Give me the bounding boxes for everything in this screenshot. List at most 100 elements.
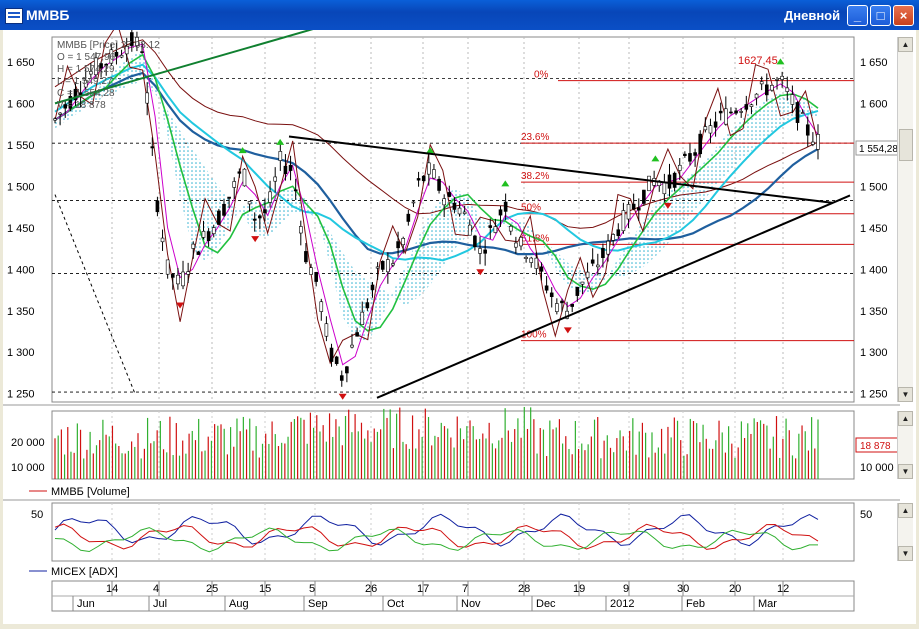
candle-body	[94, 57, 98, 76]
minimize-button[interactable]: _	[847, 5, 868, 26]
candle-body	[790, 94, 795, 105]
candle-body	[570, 303, 575, 307]
day-label: 15	[259, 583, 271, 595]
month-label: Feb	[686, 598, 705, 610]
candle-body	[365, 302, 370, 309]
candle-body	[263, 209, 267, 214]
legend-high: H = 1 574,29	[57, 64, 115, 75]
candle-body	[718, 110, 723, 114]
down-arrow-icon	[338, 393, 347, 400]
candle-body	[739, 111, 743, 113]
trend-lines	[54, 19, 851, 399]
scroll-down-icon[interactable]: ▼	[898, 387, 913, 402]
fib-label: 23.6%	[521, 132, 549, 143]
month-label: 2012	[610, 598, 634, 610]
candle-body	[339, 375, 344, 381]
price-tick-right: 1 400	[860, 264, 888, 276]
candle-body	[242, 168, 247, 187]
candle-body	[298, 226, 303, 234]
candle-body	[160, 237, 165, 243]
candle-body	[58, 112, 62, 115]
fib-label: 38.2%	[521, 171, 549, 182]
candle-body	[560, 300, 564, 304]
price-tick: 1 500	[7, 181, 35, 193]
candle-body	[539, 266, 544, 272]
candle-body	[380, 261, 385, 270]
candle-body	[99, 63, 103, 69]
candle-body	[596, 264, 600, 268]
candlesticks	[53, 27, 820, 387]
candle-body	[590, 259, 595, 264]
day-label: 17	[417, 583, 429, 595]
candle-body	[785, 87, 790, 92]
candle-body	[334, 356, 339, 364]
fib-label: 0%	[534, 70, 549, 81]
volume-scrollbar[interactable]: ▲ ▼	[897, 411, 913, 479]
current-price-label: 1 554,28	[859, 144, 898, 155]
candle-body	[498, 209, 503, 216]
maximize-button[interactable]: □	[870, 5, 891, 26]
candle-body	[662, 182, 667, 195]
price-scrollbar[interactable]: ▲ ▼	[897, 37, 913, 402]
adx-scrollbar[interactable]: ▲ ▼	[897, 503, 913, 561]
candle-body	[519, 237, 523, 247]
ma-green-line	[54, 53, 819, 332]
price-tick-right: 1 500	[860, 181, 888, 193]
month-label: Dec	[536, 598, 556, 610]
candle-body	[795, 102, 800, 123]
close-button[interactable]: ×	[893, 5, 914, 26]
month-label: Jun	[77, 598, 95, 610]
candle-body	[293, 189, 298, 192]
candle-body	[514, 242, 518, 248]
scroll-thumb[interactable]	[899, 129, 913, 161]
candle-body	[672, 172, 677, 188]
vertical-grid	[111, 37, 784, 561]
day-label: 12	[777, 583, 789, 595]
candle-body	[780, 75, 784, 80]
app-icon	[5, 8, 23, 24]
price-axis-left: 1 250 1 300 1 350 1 400 1 450 1 500 1 550 1 600…	[7, 57, 35, 401]
candle-body	[232, 181, 237, 188]
volume-tick-right: 10 000	[860, 462, 894, 474]
candle-body	[621, 210, 626, 232]
month-label: Mar	[758, 598, 777, 610]
day-label: 9	[623, 583, 629, 595]
day-label: 25	[206, 583, 218, 595]
candle-body	[324, 323, 329, 337]
channel-line	[54, 19, 344, 105]
candle-body	[104, 63, 109, 66]
candle-body	[350, 344, 354, 348]
volume-tick: 10 000	[11, 462, 45, 474]
price-tick: 1 350	[7, 306, 35, 318]
candle-body	[165, 259, 170, 275]
scroll-down-icon[interactable]: ▼	[898, 464, 913, 479]
scroll-up-icon[interactable]: ▲	[898, 503, 913, 518]
scroll-down-icon[interactable]: ▼	[898, 546, 913, 561]
oscillator-line	[54, 22, 819, 365]
up-arrow-icon	[776, 58, 785, 65]
day-label: 14	[106, 583, 118, 595]
month-label: Jul	[153, 598, 167, 610]
candle-body	[247, 201, 252, 205]
candle-body	[811, 141, 815, 145]
adx-line	[54, 513, 819, 547]
price-tick-right: 1 600	[860, 98, 888, 110]
candle-body	[309, 267, 313, 275]
support-line	[376, 194, 851, 399]
scroll-up-icon[interactable]: ▲	[898, 37, 913, 52]
candle-body	[478, 248, 482, 254]
adx-lines	[54, 513, 819, 553]
candle-body	[616, 229, 621, 237]
scroll-up-icon[interactable]: ▲	[898, 411, 913, 426]
candle-body	[411, 201, 416, 204]
down-arrow-icon	[563, 327, 572, 334]
candle-body	[258, 215, 262, 219]
candle-body	[355, 332, 359, 337]
title-bar: ММВБ Дневной _ □ ×	[0, 0, 919, 30]
price-tick: 1 650	[7, 57, 35, 69]
candle-body	[749, 104, 754, 107]
ichimoku-cloud	[55, 50, 818, 342]
candle-body	[688, 153, 692, 162]
